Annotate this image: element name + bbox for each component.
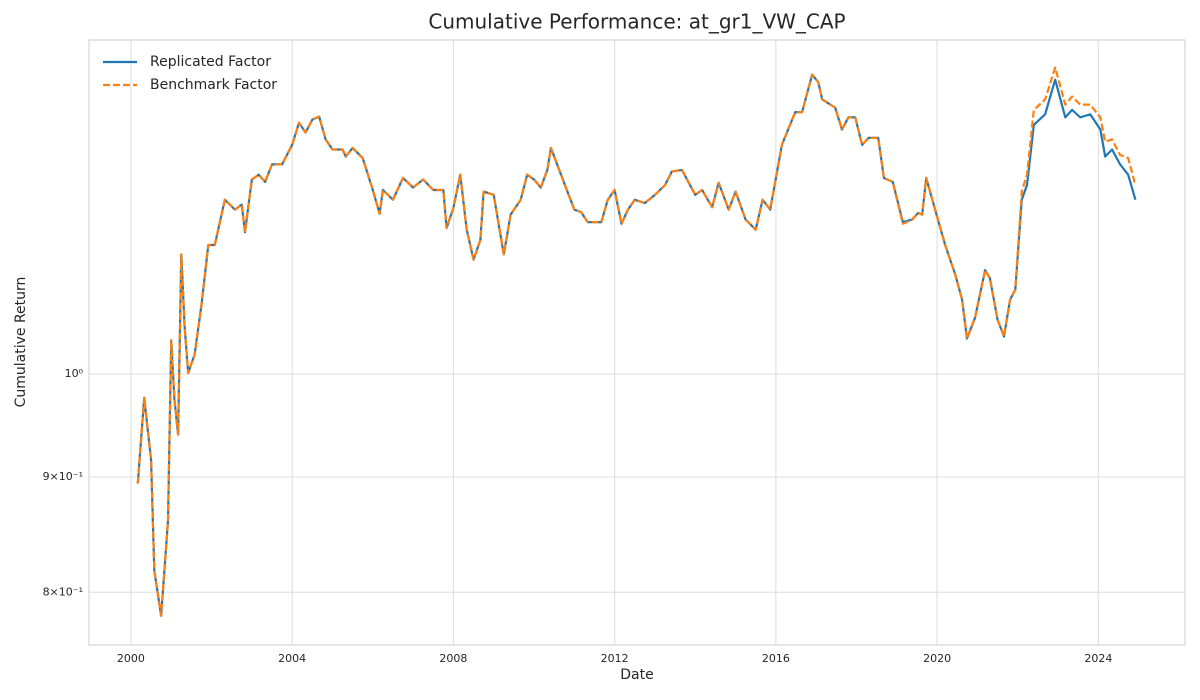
x-tick-label: 2016 xyxy=(762,652,790,665)
series-line xyxy=(136,66,1137,617)
y-tick-label: 9×10⁻¹ xyxy=(43,470,83,483)
x-tick-label: 2004 xyxy=(278,652,306,665)
chart-title: Cumulative Performance: at_gr1_VW_CAP xyxy=(428,10,845,34)
x-tick-label: 2024 xyxy=(1084,652,1112,665)
y-axis-label: Cumulative Return xyxy=(13,277,29,408)
legend-label: Replicated Factor xyxy=(150,54,271,70)
x-tick-label: 2000 xyxy=(117,652,145,665)
y-tick-label: 10⁰ xyxy=(65,367,84,380)
x-tick-label: 2020 xyxy=(923,652,951,665)
x-tick-label: 2012 xyxy=(601,652,629,665)
x-tick-label: 2008 xyxy=(439,652,467,665)
plot-area xyxy=(88,39,1186,646)
x-axis-label: Date xyxy=(620,667,653,683)
legend-label: Benchmark Factor xyxy=(150,77,277,93)
y-tick-label: 8×10⁻¹ xyxy=(43,585,83,598)
